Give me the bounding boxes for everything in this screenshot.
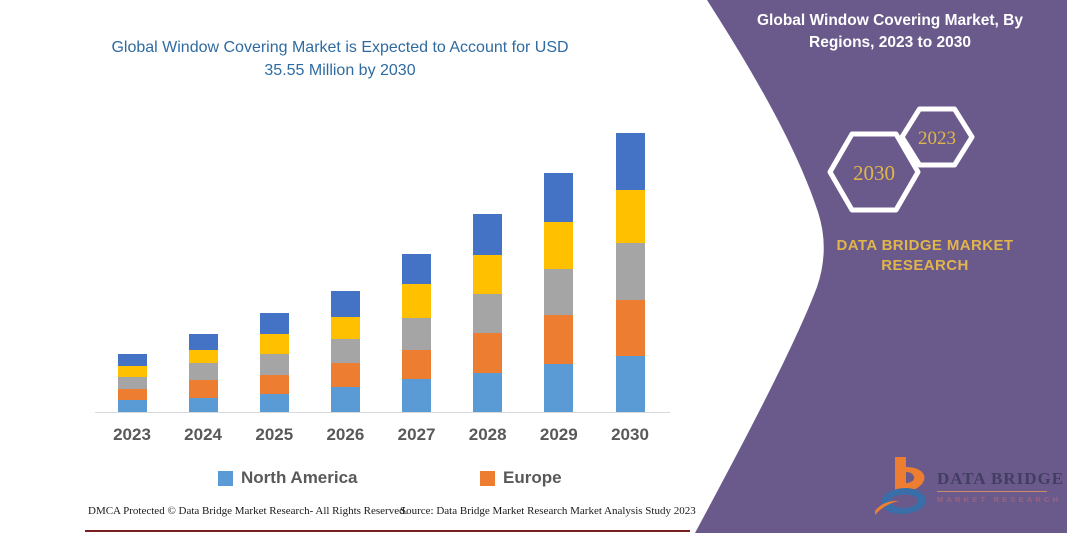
bar-segment [117, 354, 147, 367]
stacked-bar-2028 [473, 213, 503, 412]
legend-swatch [480, 470, 495, 486]
bar-segment [544, 173, 574, 222]
bar-segment [117, 366, 147, 377]
bar-segment [188, 334, 218, 351]
bar-segment [402, 253, 432, 285]
x-axis: 2023 2024 2025 2026 2027 2028 2029 2030 [95, 425, 670, 449]
stacked-bar-2023 [117, 354, 147, 412]
x-axis-label: 2030 [611, 425, 649, 444]
x-axis-label: 2024 [184, 425, 222, 444]
x-axis-label: 2029 [539, 425, 578, 444]
plot-area [95, 130, 670, 413]
bar-segment [117, 376, 147, 389]
brand-wordmark: DATA BRIDGE MARKET RESEARCH [790, 236, 1060, 277]
bar-segment [117, 400, 147, 412]
legend-swatch [218, 470, 233, 486]
legend-item-north-america: North America [218, 468, 358, 488]
bar-segment [544, 364, 574, 412]
bar-segment [473, 255, 503, 295]
bar-segment [402, 284, 432, 318]
x-axis-label: 2026 [326, 425, 365, 444]
logo-primary-text: DATA BRIDGE [937, 469, 1063, 492]
chart-title: Global Window Covering Market is Expecte… [60, 36, 620, 82]
chart-legend: North America Europe [95, 468, 670, 494]
bar-segment [473, 294, 503, 334]
x-axis-label: 2027 [397, 425, 436, 444]
bar-segment [330, 387, 360, 412]
bar-segment [330, 362, 360, 387]
bar-segment [615, 299, 645, 356]
stacked-bar-2029 [544, 173, 574, 412]
logo-secondary-text: MARKET RESEARCH [937, 495, 1062, 504]
chart-title-text: Global Window Covering Market is Expecte… [111, 39, 569, 80]
stacked-bar-2026 [330, 291, 360, 412]
bar-segment [188, 362, 218, 381]
legend-label: Europe [503, 468, 562, 487]
bar-segment [615, 133, 645, 190]
bar-segment [473, 213, 503, 256]
legend-item-europe: Europe [480, 468, 562, 488]
legend-label: North America [241, 468, 358, 487]
bars-container [95, 130, 670, 413]
hexagon-2023-label: 2023 [918, 128, 956, 149]
bar-segment [259, 334, 289, 354]
x-axis-label: 2028 [468, 425, 507, 444]
bar-segment [615, 243, 645, 300]
bar-segment [544, 221, 574, 270]
hexagon-2023 [899, 106, 975, 168]
data-bridge-logo: DATA BRIDGE MARKET RESEARCH [873, 455, 1063, 523]
bar-segment [117, 388, 147, 401]
stacked-bar-2025 [259, 312, 289, 412]
bar-segment [188, 398, 218, 412]
x-axis-label: 2023 [113, 425, 151, 444]
bar-segment [615, 355, 645, 412]
source-text: Source: Data Bridge Market Research Mark… [400, 505, 696, 517]
bar-segment [259, 353, 289, 375]
bar-segment [330, 291, 360, 317]
bar-segment [402, 317, 432, 351]
logo-words: DATA BRIDGE MARKET RESEARCH [937, 469, 1063, 504]
bar-segment [259, 312, 289, 335]
bar-segment [402, 378, 432, 412]
x-axis-label: 2025 [255, 425, 294, 444]
bar-segment [330, 316, 360, 339]
stacked-bar-2030 [615, 133, 645, 412]
bar-segment [330, 338, 360, 363]
side-panel-background [695, 0, 1067, 533]
bar-segment [615, 189, 645, 244]
bar-segment [544, 315, 574, 365]
x-axis-line [95, 412, 670, 413]
bar-segment [188, 350, 218, 363]
data-bridge-logo-icon [875, 457, 926, 515]
bar-segment [473, 333, 503, 373]
purple-panel-shape [695, 0, 1067, 533]
hexagon-2030-label: 2030 [853, 161, 895, 185]
bar-segment [473, 373, 503, 412]
brand-wordmark-line2: RESEARCH [881, 257, 969, 275]
stacked-bar-2024 [188, 334, 218, 412]
bar-segment [402, 350, 432, 379]
brand-wordmark-line1: DATA BRIDGE MARKET [836, 237, 1014, 254]
bar-segment [188, 380, 218, 398]
stacked-bar-2027 [402, 253, 432, 412]
bar-segment [259, 374, 289, 395]
bar-segment [544, 269, 574, 316]
bottom-accent-line [85, 530, 690, 532]
year-hexagons: 2023 2030 [827, 106, 975, 213]
bar-segment [259, 394, 289, 412]
side-panel-title: Global Window Covering Market, By Region… [757, 12, 1023, 52]
hexagon-2030 [827, 131, 921, 213]
dmca-copyright-text: DMCA Protected © Data Bridge Market Rese… [88, 505, 408, 517]
